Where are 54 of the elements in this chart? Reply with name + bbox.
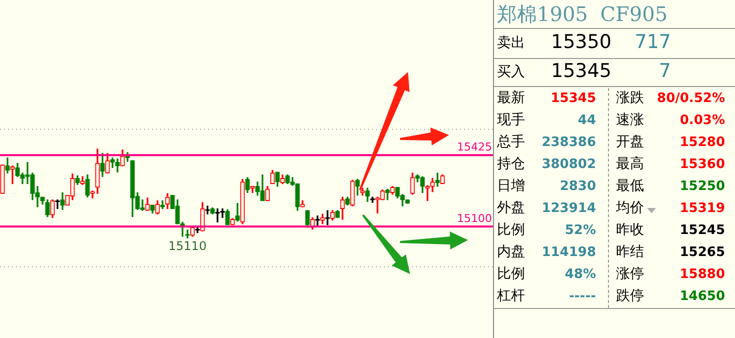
text: 52% bbox=[564, 223, 596, 238]
text: 现手 bbox=[497, 112, 525, 128]
text: 涨停 bbox=[616, 266, 644, 282]
text: 15350 bbox=[551, 31, 612, 53]
text: 15100 bbox=[457, 212, 492, 225]
text: 14650 bbox=[680, 289, 725, 304]
text: 杠杆 bbox=[497, 288, 525, 304]
text: 均价 bbox=[616, 200, 644, 216]
text: 持仓 bbox=[497, 156, 525, 172]
text: 比例 bbox=[497, 266, 525, 282]
text: 外盘 bbox=[497, 200, 525, 216]
text: 最新 bbox=[497, 90, 525, 106]
text: 比例 bbox=[497, 222, 525, 238]
text: 昨结 bbox=[616, 244, 644, 260]
text: 15345 bbox=[551, 60, 612, 82]
text: 238386 bbox=[542, 135, 596, 150]
text: 48% bbox=[564, 267, 596, 282]
text: 15245 bbox=[680, 223, 725, 238]
text: 15280 bbox=[680, 135, 725, 150]
text: 日增 bbox=[497, 178, 525, 194]
text: 15250 bbox=[680, 179, 725, 194]
text: 最高 bbox=[616, 156, 644, 172]
text: 15345 bbox=[550, 91, 596, 106]
candlestick bbox=[205, 206, 210, 214]
text: 卖出 bbox=[497, 35, 525, 51]
text: 15425 bbox=[457, 140, 492, 154]
text: 涨跌 bbox=[616, 90, 644, 106]
text: 15319 bbox=[680, 201, 725, 216]
text: 15360 bbox=[680, 157, 725, 172]
text: 123914 bbox=[542, 201, 596, 216]
text: 速涨 bbox=[616, 112, 644, 128]
text: 0.03% bbox=[680, 113, 725, 128]
text: 44 bbox=[578, 113, 596, 128]
text: 最低 bbox=[616, 178, 644, 194]
text: 昨收 bbox=[616, 222, 644, 238]
text: 15265 bbox=[680, 245, 725, 260]
text: 2830 bbox=[560, 179, 596, 194]
text: 郑棉1905 CF905 bbox=[497, 2, 668, 26]
text: 7 bbox=[658, 60, 671, 82]
candlestick bbox=[185, 230, 190, 238]
candlestick bbox=[160, 200, 165, 210]
text: 跌停 bbox=[616, 288, 644, 304]
text: 内盘 bbox=[497, 244, 525, 260]
text: 380802 bbox=[542, 157, 596, 172]
annotation: 15110 bbox=[168, 239, 207, 254]
candlestick bbox=[10, 166, 15, 184]
text: 114198 bbox=[542, 245, 596, 260]
text: 总手 bbox=[497, 134, 525, 150]
text: 买入 bbox=[497, 64, 525, 80]
text: 80/0.52% bbox=[657, 91, 725, 106]
text: 开盘 bbox=[616, 134, 644, 150]
text: 717 bbox=[634, 31, 671, 53]
text: 15880 bbox=[680, 267, 725, 282]
text: ----- bbox=[569, 289, 596, 304]
